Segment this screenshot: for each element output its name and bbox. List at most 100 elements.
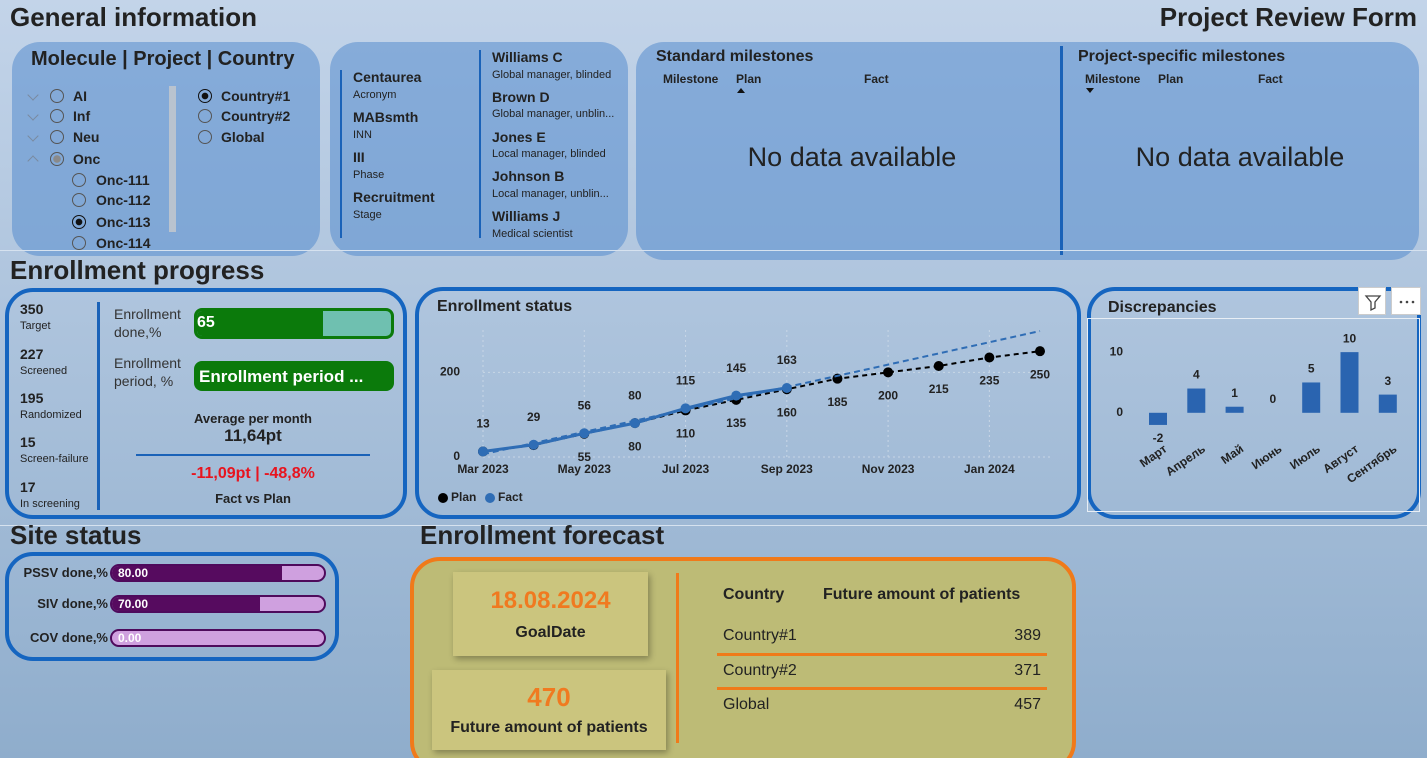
slicer-panel: [12, 42, 320, 256]
stat-value: 227: [20, 346, 44, 362]
team-role: Local manager, unblin...: [492, 187, 609, 200]
goal-card: [453, 572, 648, 656]
page-title: General information: [10, 2, 258, 32]
radio: [198, 109, 212, 123]
stat-value: 17: [20, 479, 36, 495]
site-label: SIV done,%: [37, 596, 108, 611]
sort-arrow: [737, 88, 745, 93]
country-label: Country#1: [221, 88, 291, 104]
row-divider: [717, 653, 1047, 656]
team-name: Brown D: [492, 88, 550, 105]
row-divider: [717, 687, 1047, 690]
site-label: PSSV done,%: [23, 565, 108, 580]
section-title: Site status: [10, 520, 142, 550]
forecast-divider: [676, 573, 679, 743]
site-track: [110, 595, 326, 613]
deviation: -11,09pt | -48,8%: [191, 465, 315, 482]
site-fill: [112, 597, 261, 611]
stat-value: 15: [20, 434, 36, 450]
milestones-title: Project-specific milestones: [1078, 48, 1286, 65]
country-label: Country#2: [221, 108, 291, 124]
radio: [72, 193, 86, 207]
stat-label: Randomized: [20, 408, 82, 421]
table-cell: Country#2: [723, 662, 797, 679]
radio: [50, 130, 64, 144]
future-value: 470: [527, 682, 571, 712]
molecule-label: Neu: [73, 129, 100, 145]
site-value: 0.00: [118, 631, 142, 645]
slicer-scrollbar: [169, 86, 176, 232]
milestones-title: Standard milestones: [656, 48, 814, 65]
site-fill: [112, 566, 282, 580]
column-header: Milestone: [1085, 72, 1141, 86]
info-value: MABsmth: [353, 109, 419, 125]
column-header: Plan: [736, 72, 762, 86]
site-label: COV done,%: [29, 630, 108, 645]
country-label: Global: [221, 129, 265, 145]
section-divider: [0, 250, 1427, 251]
enrollment-status-panel: [415, 287, 1081, 519]
radio: [198, 130, 212, 144]
gauge-fill: [197, 311, 324, 336]
info-label: Phase: [353, 168, 385, 181]
table-cell: Global: [723, 696, 770, 713]
project-label: Onc-112: [96, 192, 151, 208]
stat-label: In screening: [20, 497, 80, 510]
project-label: Onc-114: [96, 235, 151, 251]
form-title: Project Review Form: [1159, 2, 1417, 32]
section-divider: [0, 525, 1427, 526]
period-value: Enrollment period ...: [199, 366, 364, 386]
info-value: Recruitment: [353, 189, 435, 205]
info-divider: [340, 70, 342, 238]
average-label: Average per month: [194, 411, 312, 426]
site-value: 80.00: [118, 566, 149, 580]
stat-label: Target: [20, 319, 51, 332]
average-divider: [136, 454, 370, 456]
enrollment-panel: [5, 288, 407, 519]
filter-button[interactable]: [1358, 287, 1386, 315]
enrollment-divider: [97, 302, 100, 510]
gauge-value: 65: [197, 314, 215, 331]
more-button[interactable]: [1391, 287, 1421, 315]
column-header: Fact: [864, 72, 889, 86]
deviation-label: Fact vs Plan: [215, 491, 291, 506]
milestones-panel: [636, 42, 1419, 260]
future-label: Future amount of patients: [450, 719, 648, 736]
gauge-label: Enrollment done,%: [114, 306, 181, 340]
team-role: Medical scientist: [492, 227, 573, 240]
site-status-panel: [5, 552, 339, 661]
molecule-label: AI: [73, 88, 87, 104]
stat-label: Screened: [20, 364, 68, 377]
team-role: Global manager, blinded: [492, 68, 612, 81]
no-data: No data available: [1135, 142, 1345, 172]
info-value: Centaurea: [353, 69, 422, 85]
team-name: Williams C: [492, 49, 563, 65]
radio: [50, 89, 64, 103]
team-role: Local manager, blinded: [492, 148, 606, 161]
stat-value: 350: [20, 301, 44, 317]
table-cell: Country#1: [723, 627, 797, 644]
team-role: Global manager, unblin...: [492, 108, 615, 121]
column-header: Fact: [1258, 72, 1283, 86]
radio: [50, 109, 64, 123]
radio: [50, 152, 64, 166]
period-bar: [194, 361, 394, 391]
more-icon: [1399, 300, 1415, 304]
column-header: Plan: [1158, 72, 1184, 86]
table-header: Future amount of patients: [823, 586, 1021, 603]
gauge-track: [194, 308, 394, 339]
future-card: [432, 670, 666, 750]
gauge-label: Enrollment period, %: [114, 355, 181, 389]
team-name: Jones E: [492, 128, 546, 145]
table-cell: 371: [1014, 662, 1041, 679]
radio: [198, 89, 212, 103]
molecule-label: Inf: [73, 108, 91, 124]
focus-frame: [1087, 318, 1420, 512]
team-name: Johnson B: [492, 168, 565, 185]
filter-icon: [1364, 295, 1382, 312]
section-title: Enrollment progress: [10, 255, 265, 285]
goal-label: GoalDate: [515, 624, 586, 641]
stat-value: 195: [20, 390, 44, 406]
info-value: III: [353, 149, 365, 165]
